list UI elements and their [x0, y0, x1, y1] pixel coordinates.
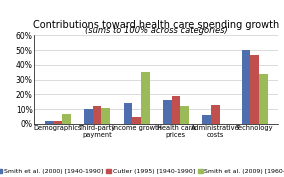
- Legend: Smith et al. (2000) [1940-1990], Cutler (1995) [1940-1990], Smith et al. (2009) : Smith et al. (2000) [1940-1990], Cutler …: [0, 169, 284, 174]
- Text: Contributions toward health care spending growth: Contributions toward health care spendin…: [33, 20, 279, 30]
- Bar: [53, 121, 62, 124]
- Bar: [180, 106, 189, 124]
- Bar: [84, 109, 93, 124]
- Bar: [124, 103, 132, 124]
- Bar: [101, 108, 110, 124]
- Bar: [163, 100, 172, 124]
- Bar: [62, 114, 71, 124]
- Bar: [45, 121, 53, 124]
- Text: (sums to 100% across categories): (sums to 100% across categories): [85, 26, 227, 35]
- Bar: [132, 116, 141, 124]
- Bar: [141, 72, 149, 124]
- Bar: [250, 55, 259, 124]
- Bar: [242, 50, 250, 124]
- Bar: [172, 96, 180, 124]
- Bar: [202, 115, 211, 124]
- Bar: [259, 74, 268, 124]
- Bar: [93, 106, 101, 124]
- Bar: [211, 105, 220, 124]
